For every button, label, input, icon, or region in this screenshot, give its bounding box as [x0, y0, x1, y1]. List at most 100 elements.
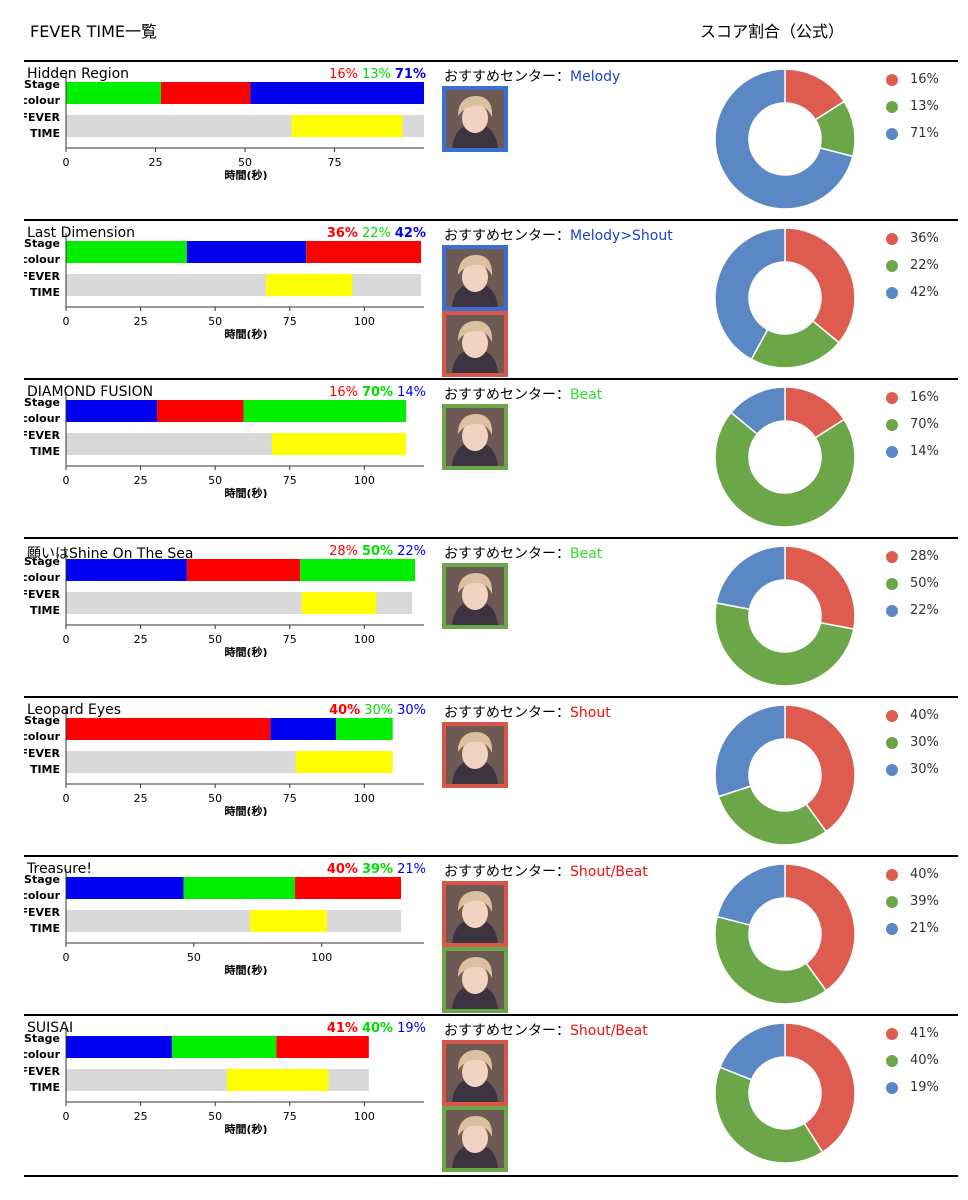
- legend-value: 21%: [910, 921, 939, 936]
- score-donut-chart: [714, 863, 856, 1005]
- portrait-hair: [458, 573, 493, 594]
- character-portrait-icon: [446, 90, 504, 148]
- legend-value: 42%: [910, 285, 939, 300]
- x-tick-label: 50: [208, 315, 222, 328]
- percentage-green: 30%: [364, 703, 394, 718]
- legend-dot-icon: [886, 763, 898, 776]
- score-percentages: 36% 22% 42%: [323, 226, 426, 241]
- legend-value: 19%: [910, 1080, 939, 1095]
- x-tick-label: 0: [63, 792, 70, 805]
- percentage-green: 13%: [361, 67, 391, 82]
- recommended-center-value: Melody>Shout: [570, 228, 673, 244]
- percentage-blue: 71%: [394, 67, 426, 82]
- legend-item-blue: 21%: [886, 915, 939, 942]
- donut-legend: 41% 40% 19%: [886, 1020, 939, 1101]
- stage-label: Stage: [24, 714, 60, 727]
- x-axis-label: 時間(秒): [224, 1122, 267, 1134]
- donut-legend: 40% 30% 30%: [886, 702, 939, 783]
- fever-label: TIME: [30, 763, 60, 776]
- header-right-title: スコア割合（公式）: [700, 22, 845, 41]
- legend-value: 28%: [910, 549, 939, 564]
- stage-segment-green: [183, 877, 295, 899]
- legend-item-red: 41%: [886, 1020, 939, 1047]
- percentage-blue: 14%: [397, 385, 426, 400]
- legend-value: 71%: [910, 126, 939, 141]
- portrait-face: [462, 262, 488, 292]
- legend-dot-icon: [886, 232, 898, 245]
- fever-time-segment: [265, 274, 353, 296]
- stage-label: Stage: [24, 555, 60, 568]
- legend-item-blue: 42%: [886, 279, 939, 306]
- character-portrait-icon: [446, 567, 504, 625]
- portrait-face: [462, 421, 488, 451]
- x-tick-label: 50: [208, 633, 222, 646]
- legend-dot-icon: [886, 127, 898, 140]
- percentage-red: 16%: [329, 67, 358, 82]
- x-tick-label: 100: [354, 474, 375, 487]
- percentage-blue: 19%: [397, 1021, 426, 1036]
- recommended-center-label: おすすめセンター：: [444, 546, 570, 562]
- legend-dot-icon: [886, 73, 898, 86]
- recommended-center-label: おすすめセンター：: [444, 1023, 570, 1039]
- donut-slice-red: [784, 227, 856, 344]
- legend-value: 36%: [910, 231, 939, 246]
- legend-value: 16%: [910, 72, 939, 87]
- fever-label: TIME: [30, 286, 60, 299]
- fever-label: FEVER: [24, 429, 61, 442]
- legend-dot-icon: [886, 1081, 898, 1094]
- legend-item-red: 16%: [886, 384, 939, 411]
- percentage-green: 40%: [361, 1021, 394, 1036]
- legend-value: 40%: [910, 708, 939, 723]
- donut-slice-blue: [730, 386, 786, 436]
- song-title: 願いはShine On The Sea: [27, 546, 194, 562]
- x-tick-label: 50: [208, 1110, 222, 1123]
- fever-time-segment: [271, 433, 407, 455]
- recommended-center-label: おすすめセンター：: [444, 228, 570, 244]
- stage-segment-red: [186, 559, 301, 581]
- fever-label: FEVER: [24, 111, 61, 124]
- recommended-center: おすすめセンター：Shout/Beat: [444, 861, 648, 881]
- portrait-hair: [458, 891, 493, 912]
- donut-legend: 28% 50% 22%: [886, 543, 939, 624]
- legend-value: 16%: [910, 390, 939, 405]
- portrait-hair: [458, 1050, 493, 1071]
- x-tick-label: 50: [208, 792, 222, 805]
- legend-dot-icon: [886, 577, 898, 590]
- portrait-shoulders: [452, 1078, 498, 1102]
- x-tick-label: 25: [149, 156, 163, 169]
- stage-segment-green: [335, 718, 393, 740]
- portrait-face: [462, 1123, 488, 1153]
- recommended-center-value: Shout/Beat: [570, 1023, 648, 1039]
- x-tick-label: 25: [134, 474, 148, 487]
- donut-slice-red: [784, 545, 856, 630]
- song-title: Last Dimension: [27, 225, 136, 241]
- legend-dot-icon: [886, 445, 898, 458]
- score-percentages: 40% 39% 21%: [323, 862, 426, 877]
- x-tick-label: 25: [134, 633, 148, 646]
- song-row: Leopard Eyes 40% 30% 30% Stage colour FEVER TIM…: [20, 696, 958, 857]
- stage-segment-green: [66, 82, 161, 104]
- percentage-red: 28%: [329, 544, 358, 559]
- portrait-face: [462, 739, 488, 769]
- recommended-center: おすすめセンター：Shout/Beat: [444, 1020, 648, 1040]
- x-axis-label: 時間(秒): [224, 327, 267, 339]
- score-donut-chart: [714, 68, 856, 210]
- x-axis-label: 時間(秒): [224, 486, 267, 498]
- legend-dot-icon: [886, 100, 898, 113]
- x-tick-label: 75: [283, 633, 297, 646]
- fever-bar-chart: Stage colour FEVER TIME 0 25 50 75 100 時間(秒): [20, 233, 424, 341]
- fever-background-bar: [66, 274, 422, 296]
- portrait-shoulders: [452, 1144, 498, 1168]
- fever-label: TIME: [30, 604, 60, 617]
- score-donut-chart: [714, 1022, 856, 1164]
- x-tick-label: 100: [354, 315, 375, 328]
- score-donut-chart: [714, 227, 856, 369]
- recommended-center-value: Beat: [570, 546, 603, 562]
- legend-item-red: 40%: [886, 702, 939, 729]
- stage-segment-red: [294, 877, 401, 899]
- score-percentages: 16% 70% 14%: [325, 385, 426, 400]
- donut-slice-green: [714, 915, 828, 1005]
- recommended-center: おすすめセンター：Melody: [444, 66, 620, 86]
- x-tick-label: 100: [354, 633, 375, 646]
- portrait-hair: [458, 1116, 493, 1137]
